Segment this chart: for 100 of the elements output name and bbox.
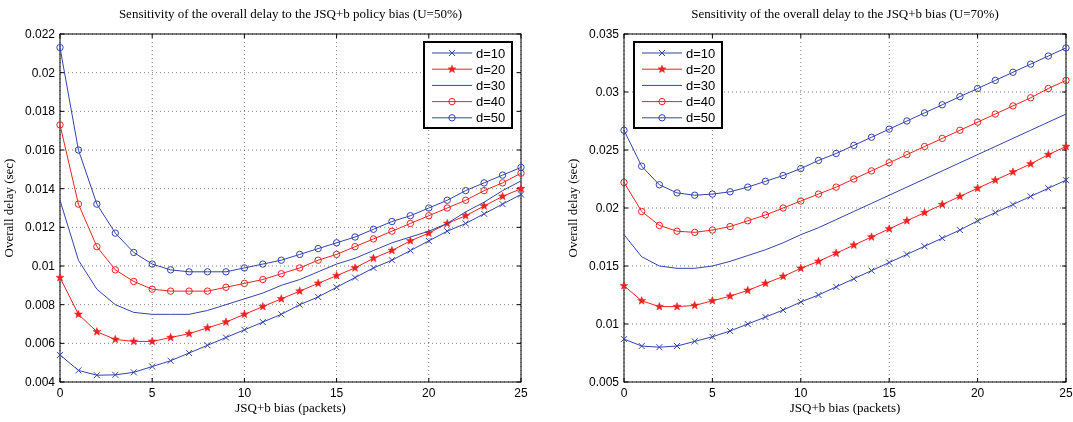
x-axis-title: JSQ+b bias (packets) — [235, 400, 346, 415]
point — [314, 256, 322, 264]
y-tick-label: 0.018 — [24, 104, 56, 119]
point — [991, 175, 1000, 184]
point — [350, 263, 360, 272]
point — [637, 162, 646, 170]
point — [797, 164, 805, 173]
point — [673, 227, 681, 235]
y-tick-label: 0.014 — [24, 181, 56, 196]
chart-title: Sensitivity of the overall delay to the JSQ+b policy bias (U=50%) — [118, 6, 463, 21]
point — [1009, 68, 1017, 76]
y-tick-label: 0.016 — [24, 143, 56, 157]
point — [938, 200, 947, 209]
y-tick-label: 0.035 — [588, 27, 620, 41]
y-tick-label: 0.025 — [588, 143, 620, 157]
point — [333, 283, 341, 291]
point — [973, 118, 982, 126]
point — [313, 278, 323, 288]
point — [184, 329, 194, 338]
point — [517, 190, 525, 198]
y-axis-title: Overall delay (sec) — [565, 158, 580, 258]
point — [726, 222, 734, 231]
point — [1062, 44, 1070, 52]
point — [277, 310, 285, 318]
line-series — [623, 113, 1067, 269]
x-tick-label: 10 — [794, 386, 808, 400]
point — [637, 296, 646, 305]
point — [1008, 167, 1018, 176]
legend-label: d=40 — [686, 94, 716, 110]
x-tick-label: 25 — [1059, 386, 1073, 400]
y-tick-label: 0.03 — [595, 85, 620, 99]
point — [1026, 159, 1035, 168]
point — [850, 141, 858, 150]
point — [761, 177, 770, 186]
point — [920, 208, 929, 217]
point — [111, 266, 120, 274]
x-tick-label: 15 — [329, 386, 344, 400]
point — [814, 256, 823, 266]
point — [691, 228, 699, 237]
point — [480, 179, 488, 187]
point — [619, 281, 629, 290]
point — [991, 110, 999, 118]
point — [637, 207, 646, 216]
point — [148, 285, 156, 293]
legend-label: d=10 — [686, 45, 716, 61]
point — [1009, 201, 1017, 209]
point — [462, 219, 470, 227]
point — [259, 260, 267, 268]
point — [148, 363, 156, 371]
point — [938, 101, 946, 109]
point — [832, 149, 840, 158]
point — [92, 327, 102, 336]
point — [655, 221, 664, 230]
point — [938, 134, 946, 143]
point — [708, 296, 717, 305]
point — [690, 300, 699, 310]
y-tick-label: 0.004 — [24, 375, 56, 389]
point — [351, 233, 359, 241]
y-axis-title: Overall delay (sec) — [1, 158, 16, 258]
point — [885, 159, 893, 167]
point — [148, 260, 156, 268]
y-tick-label: 0.022 — [24, 27, 56, 41]
point — [498, 191, 507, 201]
point — [296, 264, 304, 272]
point — [425, 237, 433, 245]
chart-title: Sensitivity of the overall delay to the JSQ+b bias (U=70%) — [691, 6, 999, 21]
legend-label: d=50 — [686, 110, 716, 126]
point — [725, 291, 735, 300]
point — [222, 268, 230, 276]
point — [867, 232, 876, 241]
point — [369, 225, 378, 233]
point — [956, 92, 964, 101]
legend-label: d=20 — [476, 61, 506, 77]
point — [973, 84, 982, 93]
point — [185, 287, 193, 295]
point — [744, 217, 752, 225]
point — [691, 191, 699, 199]
point — [1044, 184, 1052, 192]
point — [517, 163, 525, 172]
point — [708, 333, 716, 341]
point — [850, 175, 858, 183]
point — [1026, 60, 1035, 68]
x-axis-title: JSQ+b bias (packets) — [789, 400, 901, 415]
point — [185, 268, 193, 276]
point — [1009, 102, 1017, 110]
point — [797, 298, 805, 306]
x-tick-label: 5 — [709, 386, 717, 400]
point — [797, 197, 805, 205]
point — [620, 126, 628, 134]
point — [259, 318, 267, 326]
point — [111, 371, 119, 379]
point — [744, 320, 752, 328]
point — [93, 242, 101, 251]
point — [620, 178, 628, 187]
point — [387, 246, 397, 255]
point — [849, 240, 859, 249]
point — [655, 302, 664, 311]
point — [778, 271, 788, 281]
legend-label: d=40 — [476, 94, 506, 110]
point — [277, 294, 286, 303]
